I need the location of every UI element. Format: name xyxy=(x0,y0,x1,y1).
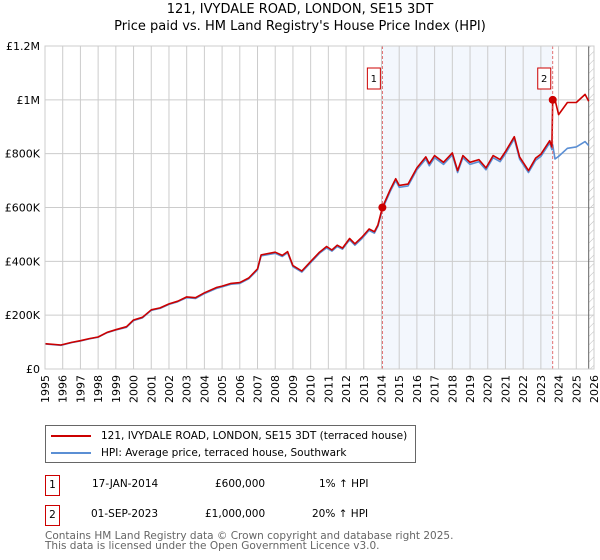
x-tick-label: 2000 xyxy=(128,375,141,403)
transaction-badge: 2 xyxy=(45,505,60,526)
x-tick-label: 2025 xyxy=(570,375,583,403)
x-tick-label: 2020 xyxy=(482,375,495,403)
sale-badge xyxy=(537,67,552,90)
legend-label: HPI: Average price, terraced house, Sout… xyxy=(101,447,347,459)
legend-swatch-red xyxy=(51,435,91,437)
series-line xyxy=(44,93,590,346)
x-tick-label: 2016 xyxy=(411,375,424,403)
x-tick-label: 2001 xyxy=(145,375,158,403)
transaction-date: 01-SEP-2023 xyxy=(91,508,159,520)
x-tick-label: 2021 xyxy=(499,375,512,403)
transaction-badge: 1 xyxy=(45,475,60,496)
x-tick-label: 1997 xyxy=(74,375,87,403)
x-tick-label: 1998 xyxy=(92,375,105,403)
x-tick-label: 1996 xyxy=(57,375,70,403)
x-tick-label: 2018 xyxy=(446,375,459,403)
chart-title-line2: Price paid vs. HM Land Registry's House … xyxy=(114,19,486,34)
x-tick-label: 2012 xyxy=(340,375,353,403)
plot-frame xyxy=(44,45,595,370)
sale-badge-label: 1 xyxy=(371,74,377,85)
legend: 121, IVYDALE ROAD, LONDON, SE15 3DT (ter… xyxy=(45,425,416,463)
legend-item-property: 121, IVYDALE ROAD, LONDON, SE15 3DT (ter… xyxy=(51,429,407,443)
x-tick-label: 2008 xyxy=(269,375,282,403)
transaction-price: £1,000,000 xyxy=(205,508,266,520)
transaction-row: 1 17-JAN-2014 £600,000 1% ↑ HPI xyxy=(45,475,465,496)
transaction-hpi: 1% ↑ HPI xyxy=(319,478,369,490)
x-tick-label: 2003 xyxy=(181,375,194,403)
y-tick-label: £600K xyxy=(5,202,41,215)
transaction-date: 17-JAN-2014 xyxy=(92,478,159,490)
footer-licence: This data is licensed under the Open Gov… xyxy=(45,540,380,552)
x-tick-label: 2014 xyxy=(375,375,388,403)
y-tick-label: £1.2M xyxy=(6,40,40,53)
x-tick-label: 1995 xyxy=(39,375,52,403)
x-tick-label: 2017 xyxy=(429,375,442,403)
transaction-price: £600,000 xyxy=(215,478,266,490)
x-tick-label: 2013 xyxy=(358,375,371,403)
sale-badge xyxy=(366,67,381,90)
legend-item-hpi: HPI: Average price, terraced house, Sout… xyxy=(51,446,346,460)
x-tick-label: 2005 xyxy=(216,375,229,403)
x-tick-label: 2010 xyxy=(305,375,318,403)
footer: Contains HM Land Registry data © Crown c… xyxy=(45,530,454,552)
x-tick-label: 2009 xyxy=(287,375,300,403)
x-tick-label: 2026 xyxy=(588,375,600,403)
x-tick-label: 2011 xyxy=(322,375,335,403)
transaction-row: 2 01-SEP-2023 £1,000,000 20% ↑ HPI xyxy=(45,505,465,526)
x-tick-label: 2006 xyxy=(234,375,247,403)
legend-swatch-blue xyxy=(51,452,91,454)
price-chart: 1 2 1995 1996 1997 1998 1999 2000 2001 2002 2003 20… xyxy=(5,40,600,403)
x-tick-label: 2022 xyxy=(517,375,530,403)
y-tick-label: £200K xyxy=(5,309,41,322)
x-tick-label: 2023 xyxy=(535,375,548,403)
y-tick-label: £400K xyxy=(5,255,41,268)
chart-title-line1: 121, IVYDALE ROAD, LONDON, SE15 3DT xyxy=(166,2,434,17)
sale-badge-label: 2 xyxy=(541,74,547,85)
footer-copyright: Contains HM Land Registry data © Crown c… xyxy=(45,530,454,542)
y-tick-label: £1M xyxy=(17,94,41,107)
y-tick-label: £800K xyxy=(5,148,41,161)
transaction-hpi: 20% ↑ HPI xyxy=(312,508,369,520)
x-tick-label: 2007 xyxy=(252,375,265,403)
x-tick-label: 2015 xyxy=(393,375,406,403)
x-tick-label: 2004 xyxy=(198,375,211,403)
x-tick-label: 2002 xyxy=(163,375,176,403)
y-tick-label: £0 xyxy=(26,363,40,376)
legend-label: 121, IVYDALE ROAD, LONDON, SE15 3DT (ter… xyxy=(101,430,408,442)
x-tick-label: 2024 xyxy=(553,375,566,403)
x-tick-label: 2019 xyxy=(464,375,477,403)
x-tick-label: 1999 xyxy=(110,375,123,403)
sale-point xyxy=(378,203,387,212)
sale-point xyxy=(548,95,557,104)
